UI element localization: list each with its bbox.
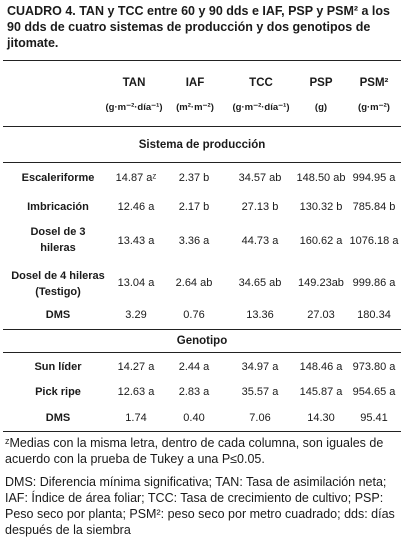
cell-iaf: 2.83 a xyxy=(178,386,210,398)
section1-end-rule xyxy=(3,329,401,330)
cell-psm: 954.65 a xyxy=(352,386,396,398)
col-header-tcc: TCC xyxy=(249,77,273,89)
row-label: Sun líder xyxy=(34,361,82,373)
section-genotype: Genotipo xyxy=(176,335,228,347)
col-header-psm: PSM² xyxy=(359,77,389,89)
col-unit-psp: (g) xyxy=(314,102,328,113)
cell-psp: 148.46 a xyxy=(299,361,343,373)
cell-psm: 1076.18 a xyxy=(349,235,399,247)
cell-tcc: 7.06 xyxy=(249,412,271,424)
row-label-cont: hileras xyxy=(40,242,76,254)
cell-tcc: 34.65 ab xyxy=(238,277,282,289)
bottom-rule xyxy=(3,431,401,432)
cell-psp: 148.50 ab xyxy=(296,172,346,184)
col-unit-iaf: (m²·m⁻²) xyxy=(176,102,214,113)
cell-tcc: 35.57 a xyxy=(241,386,279,398)
col-header-tan: TAN xyxy=(122,77,146,89)
cell-tan: 14.87 aᶻ xyxy=(115,172,157,184)
cell-psm: 999.86 a xyxy=(352,277,396,289)
row-label: Escaleriforme xyxy=(21,172,95,184)
cell-tcc: 27.13 b xyxy=(241,201,279,213)
cell-tan: 1.74 xyxy=(125,412,147,424)
cell-psm: 785.84 b xyxy=(352,201,396,213)
top-rule xyxy=(3,60,401,61)
cell-iaf: 2.17 b xyxy=(178,201,210,213)
footnote-abbreviations: DMS: Diferencia mínima significativa; TA… xyxy=(5,475,395,537)
cell-psp: 160.62 a xyxy=(299,235,343,247)
row-label-cont: (Testigo) xyxy=(35,286,81,298)
col-header-psp: PSP xyxy=(309,77,333,89)
cell-tan: 3.29 xyxy=(125,309,147,321)
cell-iaf: 2.64 ab xyxy=(175,277,213,289)
table-caption: CUADRO 4. TAN y TCC entre 60 y 90 dds e … xyxy=(7,4,390,50)
section1-rule xyxy=(3,162,401,163)
cell-iaf: 0.40 xyxy=(183,412,205,424)
cell-tcc: 34.57 ab xyxy=(238,172,282,184)
section-production-system: Sistema de producción xyxy=(138,139,266,151)
row-label: DMS xyxy=(45,412,71,424)
cell-psp: 14.30 xyxy=(307,412,335,424)
cell-psp: 27.03 xyxy=(307,309,335,321)
footnote-significance: ᶻMedias con la misma letra, dentro de ca… xyxy=(5,436,384,466)
cell-psm: 994.95 a xyxy=(352,172,396,184)
col-unit-tcc: (g·m⁻²·día⁻¹) xyxy=(232,102,290,113)
header-rule xyxy=(3,126,401,127)
row-label: Imbricación xyxy=(27,201,89,213)
cell-psp: 145.87 a xyxy=(299,386,343,398)
cell-tcc: 44.73 a xyxy=(241,235,279,247)
col-header-iaf: IAF xyxy=(185,77,205,89)
cell-tan: 13.43 a xyxy=(117,235,155,247)
row-label: Dosel de 3 xyxy=(30,226,86,238)
row-label: Dosel de 4 hileras xyxy=(11,270,105,282)
cell-iaf: 3.36 a xyxy=(178,235,210,247)
cell-psp: 149.23ab xyxy=(298,277,344,289)
cell-tan: 14.27 a xyxy=(117,361,155,373)
cell-psm: 95.41 xyxy=(360,412,388,424)
col-unit-tan: (g·m⁻²·día⁻¹) xyxy=(105,102,163,113)
cell-psm: 973.80 a xyxy=(352,361,396,373)
cell-tan: 12.46 a xyxy=(117,201,155,213)
cell-psm: 180.34 xyxy=(357,309,391,321)
cell-iaf: 2.44 a xyxy=(178,361,210,373)
cell-tcc: 34.97 a xyxy=(241,361,279,373)
cell-tan: 12.63 a xyxy=(117,386,155,398)
cell-tcc: 13.36 xyxy=(246,309,274,321)
section2-rule xyxy=(3,352,401,353)
cell-iaf: 2.37 b xyxy=(178,172,210,184)
cell-tan: 13.04 a xyxy=(117,277,155,289)
cell-psp: 130.32 b xyxy=(299,201,343,213)
row-label: Pick ripe xyxy=(35,386,81,398)
col-unit-psm: (g·m⁻²) xyxy=(358,102,390,113)
cell-iaf: 0.76 xyxy=(183,309,205,321)
row-label: DMS xyxy=(45,309,71,321)
